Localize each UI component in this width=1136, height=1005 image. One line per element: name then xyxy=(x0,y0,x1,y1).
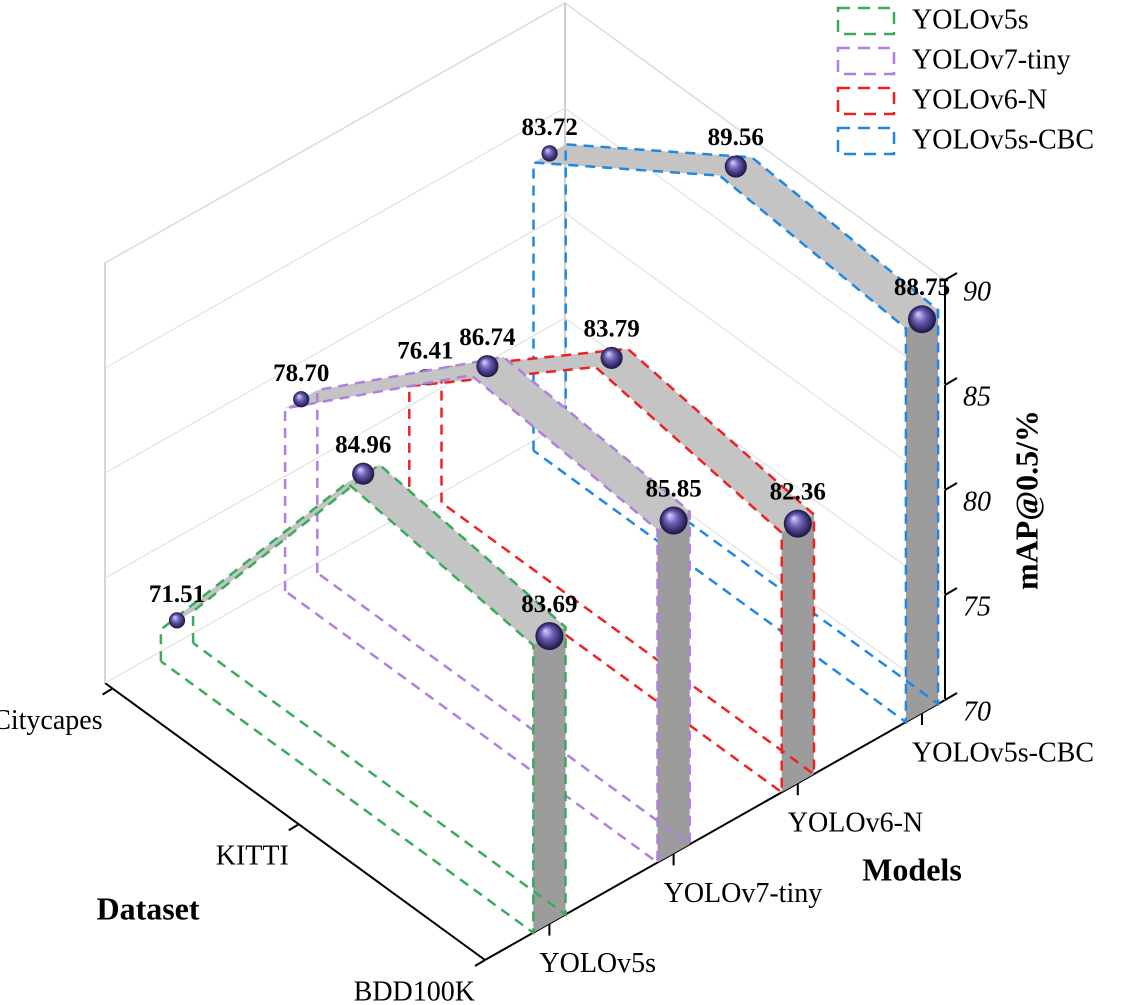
legend-swatch xyxy=(836,6,896,36)
ribbon xyxy=(285,357,504,409)
data-point xyxy=(168,612,186,629)
ribbon-front xyxy=(905,310,939,723)
ribbon-front xyxy=(533,627,566,933)
value-label: 88.75 xyxy=(894,274,950,301)
ribbon-outline xyxy=(191,462,567,917)
x-tick-label: KITTI xyxy=(216,841,289,872)
grid-line xyxy=(104,212,946,491)
value-label: 71.51 xyxy=(149,581,205,608)
y-tick-label: YOLOv6-N xyxy=(788,808,923,839)
legend-label: YOLOv7-tiny xyxy=(912,44,1071,75)
y-tick-label: YOLOv5s-CBC xyxy=(912,737,1094,768)
y-axis-title: Models xyxy=(862,851,962,887)
value-label: 83.69 xyxy=(521,591,577,618)
ribbon-front xyxy=(657,511,690,863)
x-tick xyxy=(102,687,114,696)
ribbon xyxy=(719,157,939,329)
z-tick xyxy=(944,692,958,701)
ribbon xyxy=(160,464,380,630)
legend-label: YOLOv5s-CBC xyxy=(912,124,1094,155)
ribbon-outline xyxy=(440,347,816,777)
z-tick-label: 90 xyxy=(963,276,991,307)
y-tick-label: YOLOv7-tiny xyxy=(664,878,823,909)
data-point xyxy=(352,462,375,485)
z-tick-label: 85 xyxy=(963,381,991,412)
grid-line xyxy=(104,317,946,596)
z-tick-label: 70 xyxy=(963,696,991,727)
value-label: 82.36 xyxy=(770,478,826,505)
value-label: 78.70 xyxy=(273,360,329,387)
grid-line xyxy=(104,2,946,281)
data-point xyxy=(659,506,688,535)
data-point xyxy=(908,305,936,334)
legend-swatch xyxy=(836,46,896,76)
z-tick xyxy=(944,272,958,281)
ribbon-outline xyxy=(564,142,940,707)
data-point xyxy=(535,622,564,651)
grid-line xyxy=(104,107,946,386)
data-point xyxy=(783,509,812,538)
x-axis-title: Dataset xyxy=(96,890,199,926)
ribbon-outline xyxy=(316,355,691,847)
ribbon xyxy=(347,464,566,646)
z-axis-title: mAP@0.5/% xyxy=(1008,410,1044,590)
x-tick-label: BDD100K xyxy=(354,976,475,1005)
data-point xyxy=(541,145,558,162)
z-tick xyxy=(944,482,958,491)
value-label: 89.56 xyxy=(708,124,764,151)
x-tick xyxy=(474,959,486,967)
ribbon-outline xyxy=(159,481,535,936)
grid-line xyxy=(104,422,946,701)
legend-label: YOLOv6-N xyxy=(912,84,1047,115)
data-point xyxy=(724,155,747,178)
legend-swatch xyxy=(836,126,896,156)
value-label: 83.79 xyxy=(583,316,639,343)
value-label: 86.74 xyxy=(459,324,516,351)
z-tick-label: 80 xyxy=(963,486,991,517)
ribbon-outline xyxy=(408,365,783,795)
z-tick xyxy=(944,377,958,386)
z-tick-label: 75 xyxy=(963,591,991,622)
x-tick xyxy=(288,823,300,832)
ribbon xyxy=(595,348,814,533)
y-axis-line xyxy=(484,699,946,961)
data-point xyxy=(476,355,499,378)
data-point xyxy=(600,346,623,369)
ribbon-front xyxy=(781,514,814,793)
value-label: 84.96 xyxy=(335,431,391,458)
x-tick-label: Citycapes xyxy=(0,705,103,736)
data-point xyxy=(293,391,310,408)
value-label: 76.41 xyxy=(397,338,453,365)
legend-label: YOLOv5s xyxy=(912,4,1029,35)
ribbon xyxy=(533,144,752,176)
ribbon-outline xyxy=(283,373,659,865)
legend-swatch xyxy=(836,86,896,116)
x-axis-line xyxy=(104,682,486,961)
z-tick xyxy=(944,587,958,596)
y-tick-label: YOLOv5s xyxy=(539,948,656,979)
ribbon-outline xyxy=(532,161,908,725)
ribbon xyxy=(471,357,690,530)
value-label: 83.72 xyxy=(521,114,577,141)
value-label: 85.85 xyxy=(645,475,701,502)
